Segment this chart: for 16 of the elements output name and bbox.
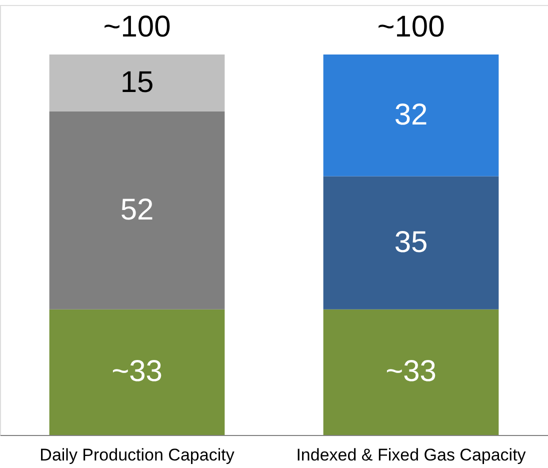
bar	[49, 112, 225, 310]
x-tick-label: Indexed & Fixed Gas Capacity	[296, 446, 526, 464]
data-label: ~33	[112, 355, 162, 388]
total-label: ~100	[377, 10, 445, 44]
data-label: 52	[120, 193, 154, 226]
total-label: ~100	[103, 10, 171, 44]
data-label: ~33	[386, 355, 436, 388]
bar	[49, 309, 225, 435]
x-tick-label: Daily Production Capacity	[40, 446, 235, 464]
data-label: 35	[394, 226, 428, 259]
bar	[323, 54, 499, 176]
data-label: 15	[120, 66, 154, 100]
data-label: 32	[394, 98, 428, 132]
bar	[49, 54, 225, 112]
bar	[323, 309, 499, 435]
bar	[323, 176, 499, 310]
